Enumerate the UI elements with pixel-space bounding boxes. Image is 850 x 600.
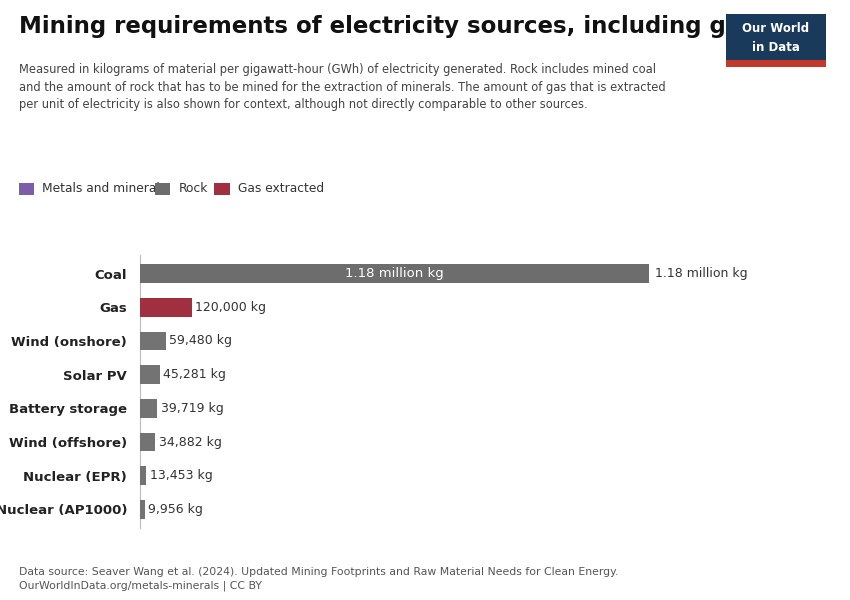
Text: 9,956 kg: 9,956 kg	[148, 503, 203, 516]
Bar	[140, 264, 649, 283]
Text: 1.18 million kg: 1.18 million kg	[654, 267, 747, 280]
Text: Rock: Rock	[178, 182, 208, 196]
Text: 13,453 kg: 13,453 kg	[150, 469, 212, 482]
Bar	[140, 433, 156, 451]
Bar	[140, 298, 192, 317]
Text: Our World: Our World	[743, 22, 809, 35]
Bar	[140, 332, 166, 350]
Text: Metals and minerals: Metals and minerals	[42, 182, 167, 196]
Bar	[140, 466, 146, 485]
Bar	[140, 399, 157, 418]
Text: 34,882 kg: 34,882 kg	[159, 436, 222, 449]
Text: 45,281 kg: 45,281 kg	[163, 368, 226, 381]
Text: 59,480 kg: 59,480 kg	[169, 334, 232, 347]
Bar	[140, 500, 144, 519]
Text: Data source: Seaver Wang et al. (2024). Updated Mining Footprints and Raw Materi: Data source: Seaver Wang et al. (2024). …	[19, 567, 618, 590]
Text: 120,000 kg: 120,000 kg	[196, 301, 267, 314]
Text: 39,719 kg: 39,719 kg	[161, 402, 224, 415]
Text: 1.18 million kg: 1.18 million kg	[345, 267, 445, 280]
Text: Mining requirements of electricity sources, including gas: Mining requirements of electricity sourc…	[19, 15, 755, 38]
Text: Measured in kilograms of material per gigawatt-hour (GWh) of electricity generat: Measured in kilograms of material per gi…	[19, 63, 666, 111]
Text: in Data: in Data	[752, 41, 800, 53]
Text: Gas extracted: Gas extracted	[238, 182, 324, 196]
Bar	[140, 365, 160, 384]
